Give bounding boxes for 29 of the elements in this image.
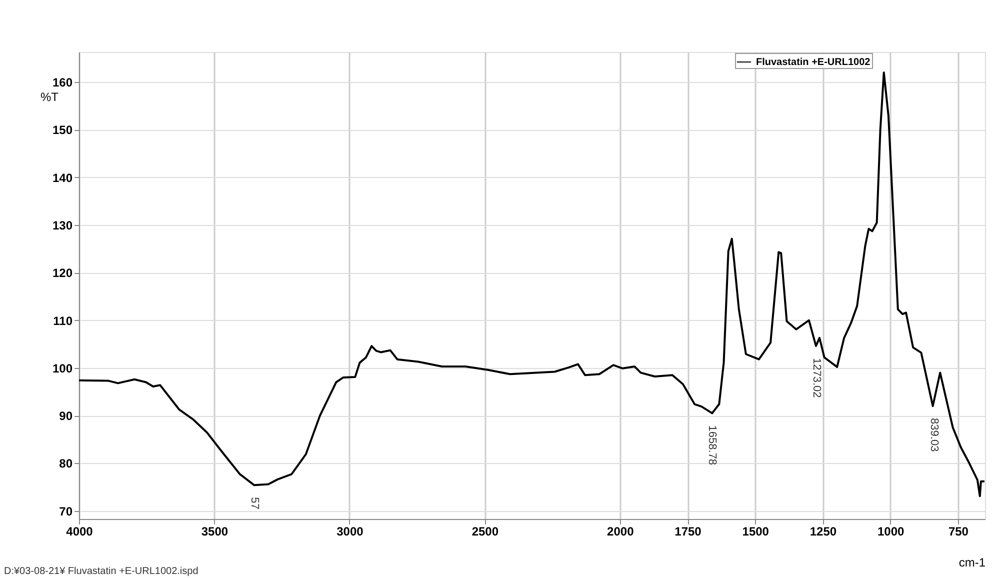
x-axis-title: cm-1 [958, 556, 986, 570]
x-tick-label: 2000 [607, 524, 634, 538]
annotation: 839.03 [928, 418, 940, 452]
x-tick-label: 1250 [810, 524, 837, 538]
x-tick-label: 750 [948, 524, 969, 538]
x-tick-label: 1500 [742, 524, 770, 538]
y-tick-label: 140 [52, 170, 73, 185]
x-tick-label: 3500 [201, 524, 228, 538]
annotation: 57 [248, 497, 260, 510]
annotation: 1273.02 [810, 358, 823, 398]
y-tick-label: 110 [53, 314, 73, 328]
x-tick-label: 4000 [66, 524, 94, 538]
x-tick-label: 3000 [336, 524, 364, 538]
y-tick-label: 150 [52, 123, 73, 138]
y-tick-label: 70 [59, 504, 73, 518]
line-series [78, 71, 986, 498]
y-tick-label: 120 [52, 266, 73, 280]
x-tick-label: 1000 [877, 524, 905, 538]
y-axis-title: %T [40, 90, 60, 104]
y-tick-label: 100 [52, 361, 73, 376]
y-tick-label: 130 [52, 218, 73, 232]
y-tick-label: 80 [59, 456, 73, 471]
text: D:¥03-08-21¥ Fluvastatin +E-URL1002.ispd [4, 566, 198, 577]
x-tick-label: 2500 [472, 524, 499, 538]
x-tick-label: 1750 [674, 524, 702, 538]
y-tick-label: 90 [59, 409, 73, 424]
annotation: 1658.78 [706, 425, 718, 465]
y-tick-label: 160 [52, 76, 73, 90]
legend-label: Fluvastatin +E-URL1002 [756, 57, 871, 68]
